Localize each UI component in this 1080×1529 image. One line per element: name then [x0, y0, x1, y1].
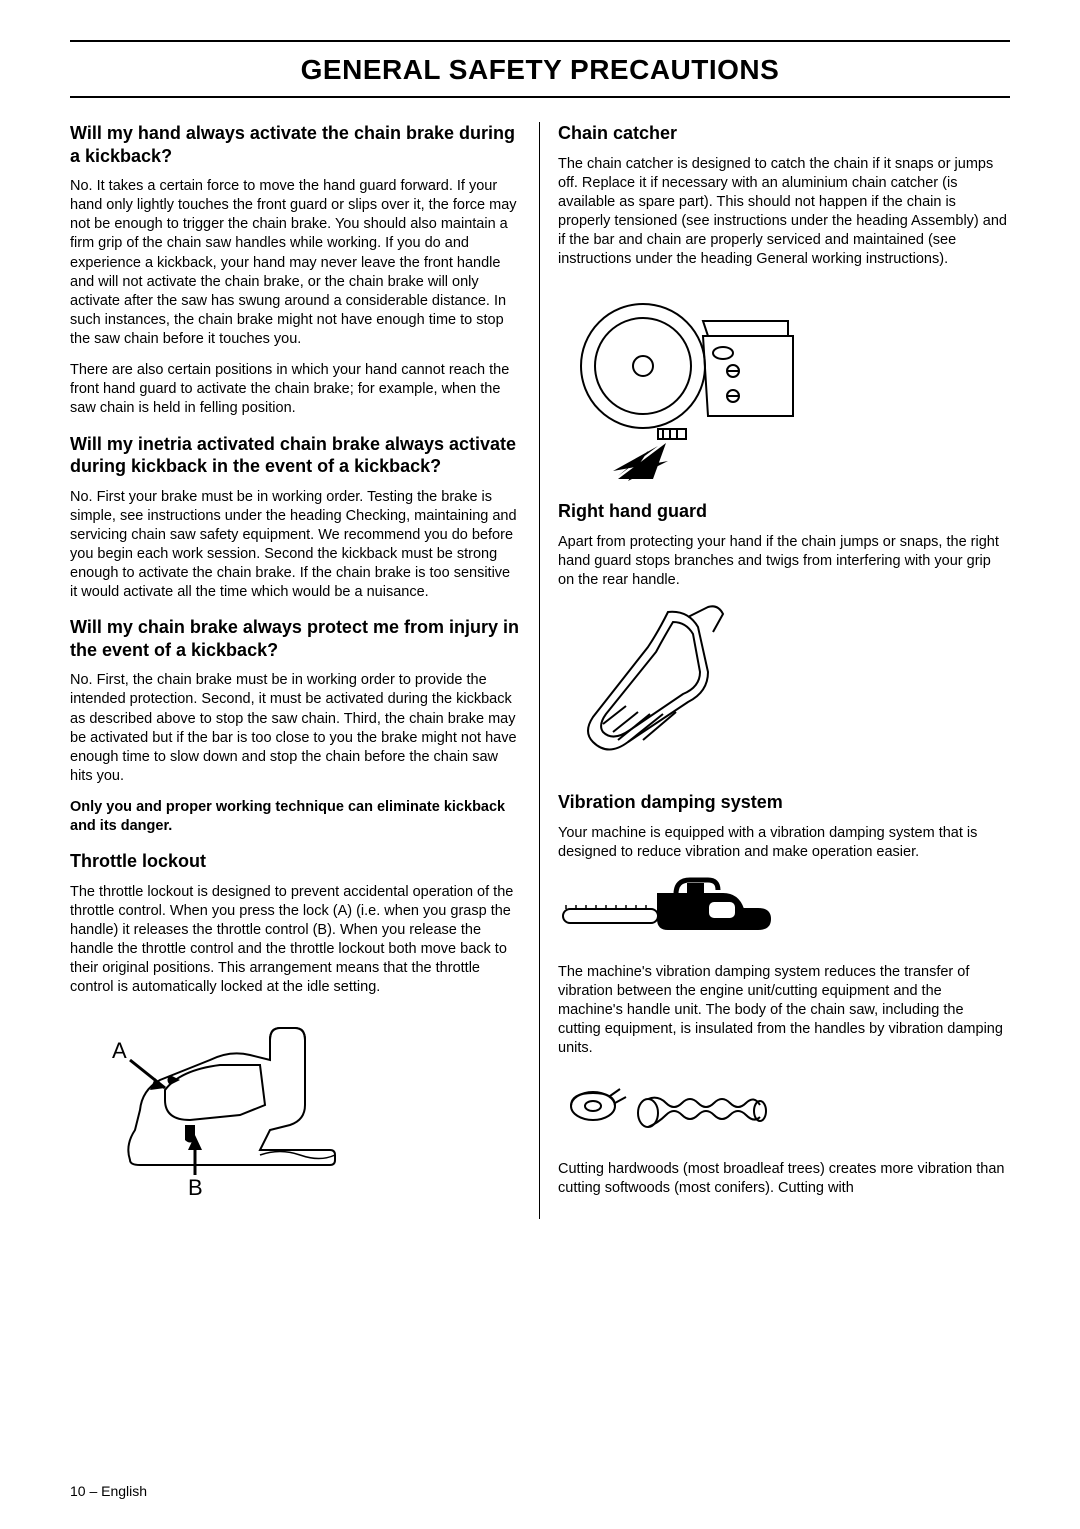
para: There are also certain positions in whic… [70, 361, 521, 418]
content-columns: Will my hand always activate the chain b… [70, 122, 1010, 1219]
para: No. First, the chain brake must be in wo… [70, 671, 521, 786]
chain-catcher-illustration [558, 281, 1010, 486]
para: Cutting hardwoods (most broadleaf trees)… [558, 1160, 1010, 1198]
para: Your machine is equipped with a vibratio… [558, 824, 1010, 862]
page-title: GENERAL SAFETY PRECAUTIONS [70, 50, 1010, 96]
throttle-lockout-illustration: A B [70, 1010, 521, 1205]
heading-throttle-lockout: Throttle lockout [70, 850, 521, 873]
para: The machine's vibration damping system r… [558, 963, 1010, 1059]
top-rule [70, 40, 1010, 42]
label-a: A [112, 1038, 127, 1063]
page-footer: 10 – English [70, 1483, 147, 1499]
para: No. First your brake must be in working … [70, 488, 521, 603]
heading-chain-catcher: Chain catcher [558, 122, 1010, 145]
para: No. It takes a certain force to move the… [70, 177, 521, 349]
heading-vibration-damping: Vibration damping system [558, 791, 1010, 814]
heading-right-hand-guard: Right hand guard [558, 500, 1010, 523]
heading-brake-protect: Will my chain brake always protect me fr… [70, 616, 521, 661]
para-bold: Only you and proper working technique ca… [70, 798, 521, 836]
vibration-saw-illustration [558, 874, 1010, 949]
under-rule [70, 96, 1010, 98]
right-column: Chain catcher The chain catcher is desig… [540, 122, 1010, 1219]
para: The chain catcher is designed to catch t… [558, 155, 1010, 270]
para: The throttle lockout is designed to prev… [70, 883, 521, 998]
para: Apart from protecting your hand if the c… [558, 533, 1010, 590]
heading-hand-activate: Will my hand always activate the chain b… [70, 122, 521, 167]
left-column: Will my hand always activate the chain b… [70, 122, 540, 1219]
right-hand-guard-illustration [558, 602, 1010, 777]
heading-inertia-brake: Will my inetria activated chain brake al… [70, 433, 521, 478]
damping-units-illustration [558, 1071, 1010, 1146]
label-b: B [188, 1175, 203, 1200]
